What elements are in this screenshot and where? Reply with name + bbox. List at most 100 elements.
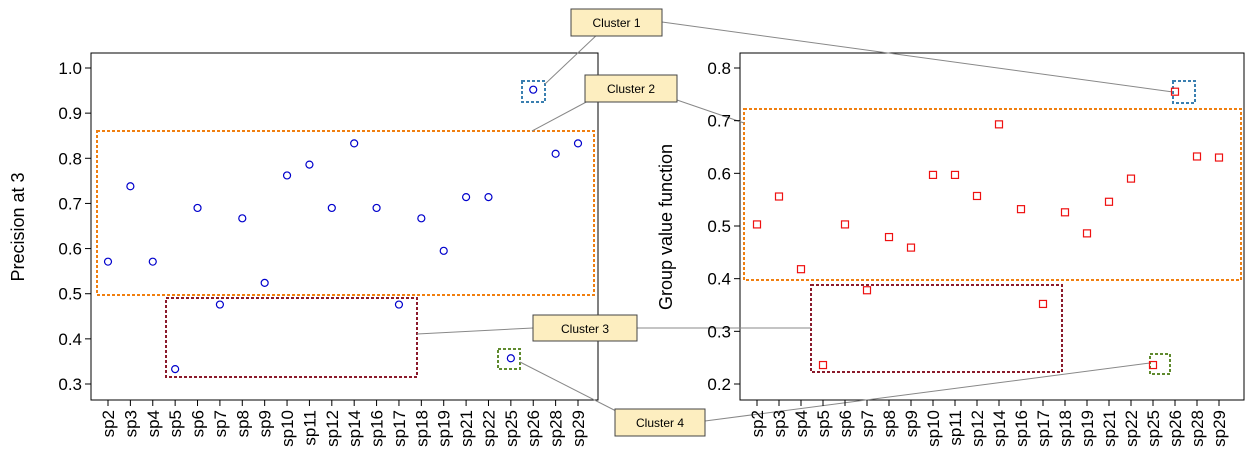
precision-x-tick-label: sp11 [300,410,319,446]
group-value-point-sp11 [950,170,960,180]
precision-point-sp22 [484,193,493,202]
precision-x-tick-label: sp9 [256,410,275,437]
precision-point-sp12 [327,203,336,213]
group-value-y-tick-label: 0.3 [707,322,731,341]
precision-y-tick-label: 0.9 [58,104,82,123]
precision-x-tick-label: sp25 [502,410,521,447]
cluster-1-connector-right [661,21,1174,93]
group-value-point-sp3 [774,192,784,201]
precision-x-tick-label: sp7 [211,410,230,437]
precision-point-sp28 [551,149,560,158]
precision-point-sp6 [193,203,202,213]
precision-y-tick-label: 1.0 [58,59,82,78]
group-value-x-tick-label: sp8 [880,410,899,437]
precision-y-tick-label: 0.5 [58,285,82,304]
group-value-x-tick-label: sp7 [858,410,877,437]
precision-y-tick-label: 0.4 [58,330,82,349]
precision-point-sp5 [171,365,180,374]
precision-y-axis-label: Precision at 3 [8,172,28,281]
precision-x-tick-label: sp6 [189,410,208,437]
group-value-point-sp14 [994,120,1004,129]
precision-point-sp14 [350,139,359,148]
group-value-y-tick-label: 0.5 [707,217,731,236]
group-value-y-tick-label: 0.6 [707,164,731,183]
precision-point-sp4 [148,257,157,266]
group-value-point-sp21 [1104,197,1114,206]
cluster-4-connector-right [704,362,1151,422]
cluster-2-connector-right [676,99,745,124]
precision-point-sp9 [260,278,269,287]
precision-y-tick-label: 0.7 [58,194,82,213]
precision-x-tick-label: sp18 [412,410,431,447]
cluster-4-box-left [497,348,521,370]
precision-point-sp26 [529,85,538,94]
group-value-x-tick-label: sp16 [1012,410,1031,447]
group-value-point-sp26 [1170,87,1180,96]
cluster-2-label: Cluster 2 [607,82,655,96]
precision-point-sp19 [439,246,448,255]
group-value-x-tick-label: sp5 [814,410,833,437]
cluster-4-callout: Cluster 4 [614,408,706,437]
cluster-3-connector-left [416,327,534,335]
precision-point-sp11 [305,160,314,169]
group-value-y-tick-label: 0.4 [707,270,731,289]
group-value-x-tick-label: sp29 [1210,410,1229,447]
group-value-x-tick-label: sp28 [1188,410,1207,447]
group-value-point-sp6 [840,220,850,229]
group-value-point-sp5 [818,360,828,370]
group-value-x-tick-label: sp26 [1166,410,1185,447]
cluster-3-label: Cluster 3 [561,322,609,336]
precision-x-tick-label: sp4 [144,410,163,437]
cluster-annotations: Cluster 1 Cluster 2 Cluster 3 Cluster 4 [96,8,1242,437]
cluster-4-connector-left [519,361,619,413]
group-value-point-sp16 [1016,205,1026,214]
cluster-1-box-left [521,80,546,103]
cluster-2-box-left [96,130,595,296]
precision-x-tick-label: sp28 [547,410,566,447]
precision-point-sp16 [372,203,381,213]
precision-x-tick-label: sp17 [390,410,409,447]
precision-x-tick-label: sp12 [323,410,342,447]
group-value-point-sp25 [1148,360,1158,370]
group-value-point-sp10 [928,170,938,180]
precision-point-sp21 [461,193,471,202]
precision-point-sp7 [215,300,225,309]
group-value-point-sp4 [796,265,806,274]
precision-point-sp8 [238,214,247,223]
group-value-x-tick-label: sp11 [946,410,965,446]
precision-y-tick-label: 0.8 [58,149,82,168]
cluster-3-box-left [165,297,418,378]
group-value-point-sp17 [1038,299,1048,309]
cluster-1-label: Cluster 1 [592,16,640,30]
precision-x-tick-label: sp3 [121,410,140,437]
group-value-point-sp2 [752,220,762,229]
precision-x-tick-label: sp26 [524,410,543,447]
precision-point-sp2 [103,257,113,266]
group-value-point-sp9 [906,243,916,252]
group-value-x-tick-label: sp6 [836,410,855,437]
group-value-x-tick-label: sp22 [1122,410,1141,447]
precision-x-tick-label: sp21 [457,410,476,447]
group-value-x-tick-label: sp21 [1100,410,1119,447]
precision-y-tick-label: 0.3 [58,375,82,394]
group-value-point-sp22 [1126,174,1136,183]
group-value-point-sp7 [862,286,872,295]
group-value-point-sp8 [884,232,894,242]
cluster-2-box-right [743,108,1242,281]
group-value-point-sp19 [1082,229,1092,238]
cluster-2-connector-left [531,99,591,132]
group-value-x-tick-label: sp19 [1078,410,1097,447]
precision-point-sp3 [126,182,135,191]
precision-point-sp29 [573,139,583,148]
precision-x-tick-label: sp5 [166,410,185,437]
group-value-y-axis-label: Group value function [656,144,676,310]
group-value-x-tick-label: sp25 [1144,410,1163,447]
precision-point-sp17 [394,300,404,309]
cluster-1-connector-left [544,31,601,85]
cluster-2-callout: Cluster 2 [584,74,678,103]
group-value-point-sp18 [1060,208,1070,217]
precision-point-sp10 [282,171,292,180]
